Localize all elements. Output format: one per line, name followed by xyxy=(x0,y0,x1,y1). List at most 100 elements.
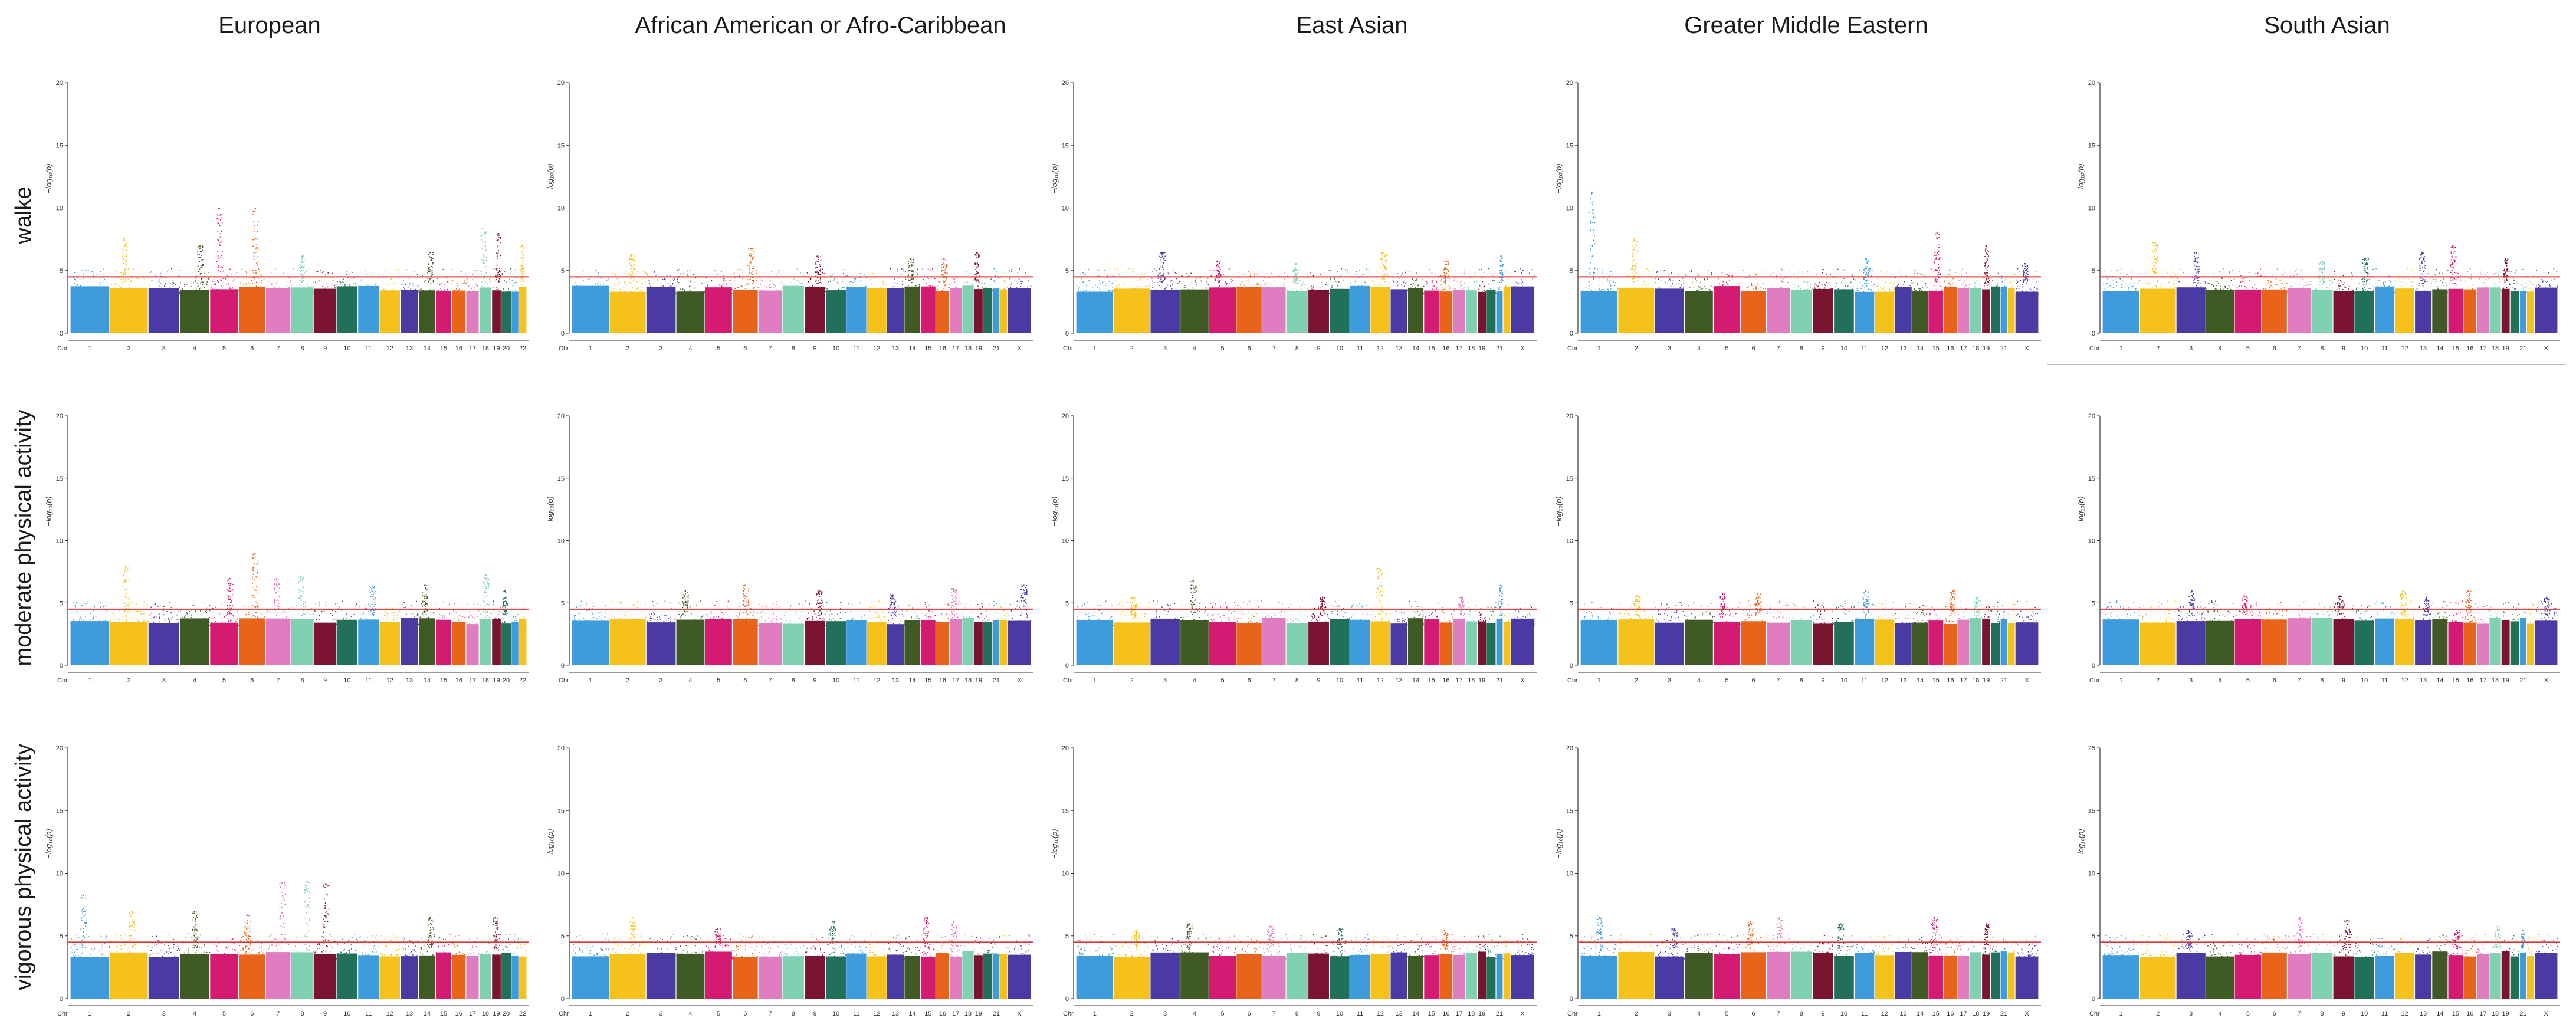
snp-point xyxy=(626,282,628,284)
snp-peak-point xyxy=(751,272,753,274)
snp-point xyxy=(162,609,163,610)
snp-peak-point xyxy=(301,265,303,267)
snp-point xyxy=(475,945,477,947)
snp-peak-point xyxy=(227,607,228,609)
snp-peak-point xyxy=(943,261,944,263)
snp-point xyxy=(270,611,271,613)
snp-point xyxy=(245,620,247,622)
snp-point xyxy=(127,278,129,280)
snp-point xyxy=(211,287,212,288)
snp-point xyxy=(784,290,785,292)
snp-point xyxy=(872,272,874,274)
snp-point xyxy=(751,293,753,294)
snp-point xyxy=(934,278,936,280)
snp-peak-point xyxy=(483,591,485,593)
snp-point xyxy=(719,284,720,285)
snp-point xyxy=(386,618,387,620)
snp-point xyxy=(316,948,318,950)
snp-peak-point xyxy=(432,944,434,945)
snp-peak-point xyxy=(325,911,327,913)
snp-point xyxy=(72,950,74,951)
snp-point xyxy=(606,280,608,281)
snp-point xyxy=(277,944,279,945)
snp-peak-point xyxy=(221,240,223,242)
snp-peak-point xyxy=(125,254,127,255)
snp-point xyxy=(794,292,796,294)
snp-point xyxy=(373,948,374,949)
snp-peak-point xyxy=(257,231,258,232)
snp-point xyxy=(239,958,241,960)
chromosome-13 xyxy=(401,269,419,333)
snp-point xyxy=(842,293,843,294)
snp-point xyxy=(515,956,517,957)
snp-point xyxy=(232,956,233,958)
snp-point xyxy=(349,283,350,285)
snp-point xyxy=(376,956,378,957)
snp-point xyxy=(249,625,251,626)
snp-peak-point xyxy=(323,898,325,900)
snp-point xyxy=(110,288,111,290)
snp-point xyxy=(860,284,862,286)
snp-point xyxy=(333,293,334,294)
snp-point xyxy=(523,605,525,606)
snp-point xyxy=(336,958,337,960)
snp-peak-point xyxy=(753,281,754,283)
snp-point xyxy=(247,293,248,294)
snp-point xyxy=(266,952,267,954)
snp-point xyxy=(86,620,88,622)
chr-tick-label: 4 xyxy=(193,1010,196,1017)
snp-peak-point xyxy=(907,279,909,281)
snp-peak-point xyxy=(277,581,278,583)
snp-point xyxy=(355,950,356,951)
snp-point xyxy=(178,622,179,623)
snp-peak-point xyxy=(257,265,258,266)
snp-point xyxy=(298,293,300,294)
snp-point xyxy=(169,620,170,622)
column-title-african-american: African American or Afro-Caribbean xyxy=(635,12,1006,38)
snp-peak-point xyxy=(429,930,431,931)
snp-point xyxy=(669,280,671,281)
snp-point xyxy=(83,623,85,625)
snp-point xyxy=(238,290,239,291)
snp-point xyxy=(425,280,426,281)
snp-point xyxy=(457,619,458,620)
snp-point xyxy=(162,956,163,957)
snp-point xyxy=(339,283,341,285)
snp-point xyxy=(206,290,208,291)
snp-point xyxy=(903,290,905,292)
snp-peak-point xyxy=(750,262,752,264)
snp-point xyxy=(932,291,933,293)
snp-point xyxy=(81,953,83,954)
snp-peak-point xyxy=(500,270,501,272)
snp-point xyxy=(454,944,455,945)
snp-peak-point xyxy=(219,241,221,243)
snp-peak-point xyxy=(496,264,498,266)
snp-point xyxy=(383,955,385,956)
snp-point xyxy=(139,621,140,622)
snp-point xyxy=(263,957,265,958)
snp-peak-point xyxy=(227,595,229,597)
snp-point xyxy=(453,937,455,938)
snp-point xyxy=(214,944,215,945)
snp-point xyxy=(593,293,595,294)
snp-point xyxy=(288,288,290,290)
snp-peak-point xyxy=(193,934,195,936)
snp-point xyxy=(175,292,176,294)
snp-dense-band xyxy=(501,623,511,665)
snp-point xyxy=(464,274,466,275)
snp-point xyxy=(669,285,671,287)
snp-point xyxy=(356,603,357,605)
snp-point xyxy=(340,290,342,291)
snp-point xyxy=(132,602,134,603)
snp-point xyxy=(325,951,327,953)
snp-peak-point xyxy=(126,605,128,607)
snp-point xyxy=(822,272,823,274)
snp-point xyxy=(408,278,410,279)
snp-point xyxy=(298,623,300,625)
snp-point xyxy=(166,951,168,953)
snp-point xyxy=(978,288,979,289)
snp-point xyxy=(417,618,419,619)
snp-peak-point xyxy=(500,242,501,244)
snp-peak-point xyxy=(976,274,977,276)
snp-point xyxy=(325,602,327,603)
